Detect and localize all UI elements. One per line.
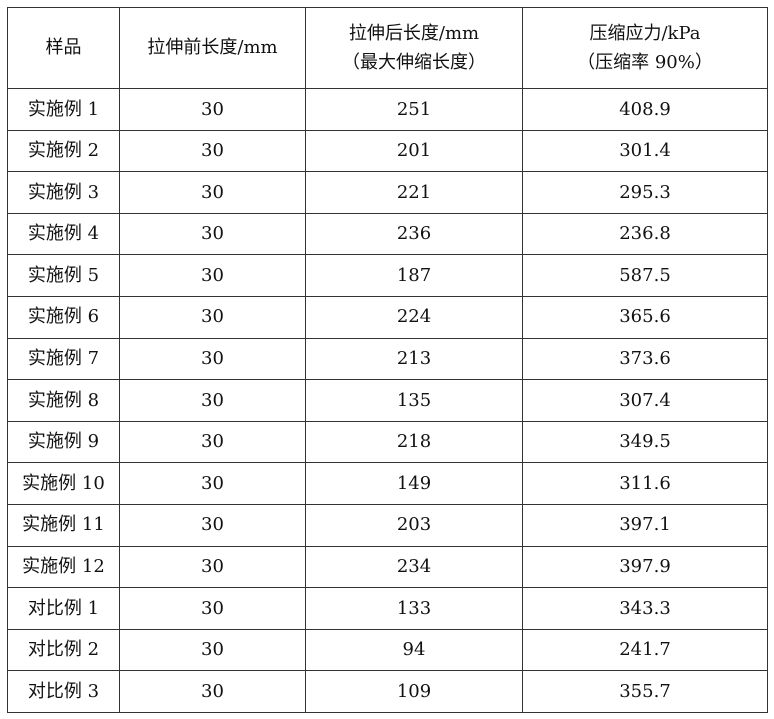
table-row: 实施例 10 30 149 311.6 xyxy=(7,462,768,505)
table-row: 实施例 2 30 201 301.4 xyxy=(7,129,768,173)
cell-sample: 实施例 11 xyxy=(7,503,120,547)
cell-compressive-stress: 587.5 xyxy=(522,254,768,297)
header-compressive-stress-sublabel: （压缩率 90%） xyxy=(577,51,713,73)
cell-sample: 实施例 7 xyxy=(7,337,120,381)
cell-length-after: 109 xyxy=(305,670,523,713)
cell-length-after: 251 xyxy=(305,88,523,131)
table-row: 实施例 11 30 203 397.1 xyxy=(7,503,768,547)
table-row: 实施例 12 30 234 397.9 xyxy=(7,545,768,589)
cell-length-after: 224 xyxy=(305,295,523,339)
cell-length-before: 30 xyxy=(119,212,306,256)
header-row: 样品 拉伸前长度/mm 拉伸后长度/mm （最大伸缩长度） 压缩应力/kPa （… xyxy=(7,7,768,89)
cell-sample: 实施例 4 xyxy=(7,212,120,256)
cell-compressive-stress: 241.7 xyxy=(522,628,768,672)
cell-sample: 对比例 3 xyxy=(7,670,120,713)
header-length-after-label: 拉伸后长度/mm xyxy=(348,22,480,44)
table-row: 实施例 8 30 135 307.4 xyxy=(7,379,768,422)
cell-length-before: 30 xyxy=(119,420,306,464)
cell-sample: 实施例 2 xyxy=(7,129,120,173)
table-row: 实施例 6 30 224 365.6 xyxy=(7,295,768,339)
cell-length-before: 30 xyxy=(119,670,306,713)
cell-sample: 实施例 12 xyxy=(7,545,120,589)
cell-sample: 实施例 3 xyxy=(7,171,120,214)
cell-length-after: 94 xyxy=(305,628,523,672)
cell-sample: 实施例 8 xyxy=(7,379,120,422)
header-length-before: 拉伸前长度/mm xyxy=(119,7,306,89)
cell-length-before: 30 xyxy=(119,171,306,214)
cell-sample: 实施例 9 xyxy=(7,420,120,464)
cell-compressive-stress: 301.4 xyxy=(522,129,768,173)
cell-length-after: 135 xyxy=(305,379,523,422)
results-table: 样品 拉伸前长度/mm 拉伸后长度/mm （最大伸缩长度） 压缩应力/kPa （… xyxy=(7,7,768,713)
cell-compressive-stress: 311.6 xyxy=(522,462,768,505)
cell-length-before: 30 xyxy=(119,88,306,131)
cell-compressive-stress: 349.5 xyxy=(522,420,768,464)
cell-length-before: 30 xyxy=(119,587,306,630)
cell-length-after: 236 xyxy=(305,212,523,256)
header-sample: 样品 xyxy=(7,7,120,89)
cell-sample: 对比例 2 xyxy=(7,628,120,672)
cell-length-after: 218 xyxy=(305,420,523,464)
cell-length-before: 30 xyxy=(119,254,306,297)
cell-compressive-stress: 355.7 xyxy=(522,670,768,713)
cell-compressive-stress: 365.6 xyxy=(522,295,768,339)
cell-compressive-stress: 397.9 xyxy=(522,545,768,589)
table-row: 对比例 3 30 109 355.7 xyxy=(7,670,768,713)
cell-length-after: 133 xyxy=(305,587,523,630)
cell-length-before: 30 xyxy=(119,379,306,422)
cell-compressive-stress: 397.1 xyxy=(522,503,768,547)
table-row: 实施例 1 30 251 408.9 xyxy=(7,88,768,131)
cell-sample: 实施例 1 xyxy=(7,88,120,131)
header-length-after-sublabel: （最大伸缩长度） xyxy=(342,51,486,73)
table-row: 实施例 3 30 221 295.3 xyxy=(7,171,768,214)
cell-compressive-stress: 408.9 xyxy=(522,88,768,131)
cell-compressive-stress: 343.3 xyxy=(522,587,768,630)
cell-compressive-stress: 373.6 xyxy=(522,337,768,381)
cell-length-after: 213 xyxy=(305,337,523,381)
header-compressive-stress: 压缩应力/kPa （压缩率 90%） xyxy=(522,7,768,89)
cell-compressive-stress: 295.3 xyxy=(522,171,768,214)
header-sample-label: 样品 xyxy=(45,37,82,59)
cell-length-before: 30 xyxy=(119,129,306,173)
header-compressive-stress-label: 压缩应力/kPa xyxy=(589,22,701,44)
cell-length-before: 30 xyxy=(119,462,306,505)
cell-compressive-stress: 307.4 xyxy=(522,379,768,422)
table-row: 实施例 5 30 187 587.5 xyxy=(7,254,768,297)
cell-sample: 实施例 10 xyxy=(7,462,120,505)
cell-length-before: 30 xyxy=(119,295,306,339)
header-length-before-label: 拉伸前长度/mm xyxy=(147,37,278,59)
table-row: 实施例 9 30 218 349.5 xyxy=(7,420,768,464)
cell-length-before: 30 xyxy=(119,545,306,589)
cell-length-before: 30 xyxy=(119,628,306,672)
cell-length-after: 149 xyxy=(305,462,523,505)
cell-compressive-stress: 236.8 xyxy=(522,212,768,256)
table-row: 实施例 4 30 236 236.8 xyxy=(7,212,768,256)
table-row: 对比例 1 30 133 343.3 xyxy=(7,587,768,630)
cell-length-before: 30 xyxy=(119,503,306,547)
header-length-after: 拉伸后长度/mm （最大伸缩长度） xyxy=(305,7,523,89)
cell-sample: 实施例 6 xyxy=(7,295,120,339)
cell-sample: 对比例 1 xyxy=(7,587,120,630)
cell-length-after: 201 xyxy=(305,129,523,173)
table-row: 对比例 2 30 94 241.7 xyxy=(7,628,768,672)
cell-length-after: 203 xyxy=(305,503,523,547)
cell-length-before: 30 xyxy=(119,337,306,381)
table-row: 实施例 7 30 213 373.6 xyxy=(7,337,768,381)
cell-length-after: 221 xyxy=(305,171,523,214)
cell-sample: 实施例 5 xyxy=(7,254,120,297)
cell-length-after: 187 xyxy=(305,254,523,297)
cell-length-after: 234 xyxy=(305,545,523,589)
